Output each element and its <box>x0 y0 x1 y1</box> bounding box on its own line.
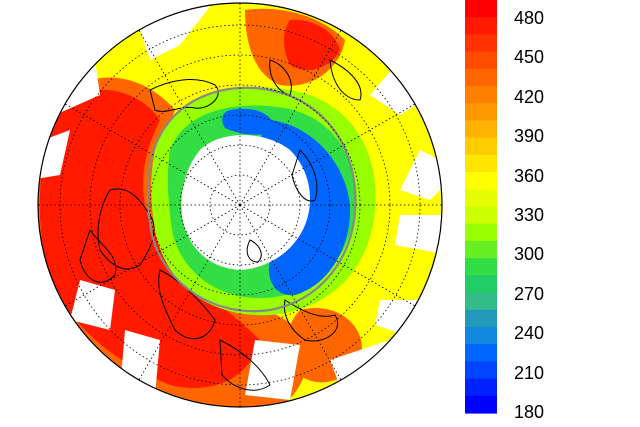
colorbar-cell <box>465 34 497 53</box>
coastline <box>79 228 117 283</box>
colorbar-cell <box>465 206 497 225</box>
swath-gap <box>400 150 442 200</box>
colorbar-cell <box>465 137 497 156</box>
meridian-line <box>138 204 241 381</box>
meridian-line <box>64 204 241 307</box>
colorbar-tick-label: 270 <box>514 283 545 304</box>
colorbar-cell <box>465 309 497 328</box>
meridian-line <box>239 204 342 381</box>
colorbar-cell <box>465 68 497 87</box>
colorbar-tick-label: 480 <box>514 8 545 28</box>
coastline <box>219 339 271 391</box>
lat-lon-grid <box>37 2 443 408</box>
swath-gap <box>70 280 115 330</box>
coastline <box>291 149 318 202</box>
colorbar-cell <box>465 120 497 139</box>
contour-ring <box>146 86 357 313</box>
colorbar-cell <box>465 223 497 242</box>
colorbar-tick-label: 450 <box>514 47 545 68</box>
colorbar <box>465 0 497 414</box>
colorbar-cell <box>465 189 497 208</box>
coastline <box>329 59 362 101</box>
polar-no-data <box>181 135 310 270</box>
swath-gap <box>245 340 300 400</box>
colorbar-cell <box>465 103 497 122</box>
colorbar-tick-label: 390 <box>514 126 545 147</box>
coastline <box>283 299 338 342</box>
colorbar-cell <box>465 378 497 397</box>
colorbar-tick-label: 180 <box>514 402 545 422</box>
colorbar-tick-label: 240 <box>514 323 545 344</box>
colorbar-cell <box>465 86 497 104</box>
meridian-line <box>64 103 241 206</box>
colorbar-cell <box>465 344 497 362</box>
data-field <box>38 3 442 407</box>
colorbar-cell <box>465 395 497 414</box>
colorbar-cell <box>465 275 497 294</box>
colorbar-cell <box>465 240 497 259</box>
coastline <box>97 188 155 270</box>
colorbar-cell <box>465 361 497 380</box>
colorbar-cell <box>465 292 497 311</box>
colorbar-tick-label: 360 <box>514 165 545 186</box>
meridian-line <box>239 29 342 206</box>
colorbar-tick-label: 330 <box>514 205 545 225</box>
polar-map <box>37 2 443 408</box>
colorbar-cell <box>465 0 497 18</box>
meridian-line <box>239 204 416 307</box>
very-low-region <box>222 108 275 135</box>
coastline <box>149 79 219 112</box>
contour-line <box>146 86 357 313</box>
colorbar-tick-label: 300 <box>514 244 545 265</box>
latitude-circle <box>209 174 271 236</box>
colorbar-cell <box>465 17 497 36</box>
latitude-circle <box>149 114 331 296</box>
latitude-circle <box>89 54 391 356</box>
colorbar-cell <box>465 326 497 345</box>
map-border <box>37 2 443 408</box>
meridian-line <box>239 103 416 206</box>
colorbar-cell <box>465 172 497 190</box>
very-high-region <box>284 19 340 70</box>
colorbar-cell <box>465 51 497 70</box>
colorbar-tick-label: 210 <box>514 362 545 383</box>
meridian-line <box>138 29 241 206</box>
colorbar-cell <box>465 154 497 173</box>
colorbar-tick-label: 420 <box>514 86 545 107</box>
coastline <box>246 239 262 263</box>
swath-gap <box>120 330 160 395</box>
swath-gap <box>395 215 442 255</box>
colorbar-cell <box>465 258 497 276</box>
